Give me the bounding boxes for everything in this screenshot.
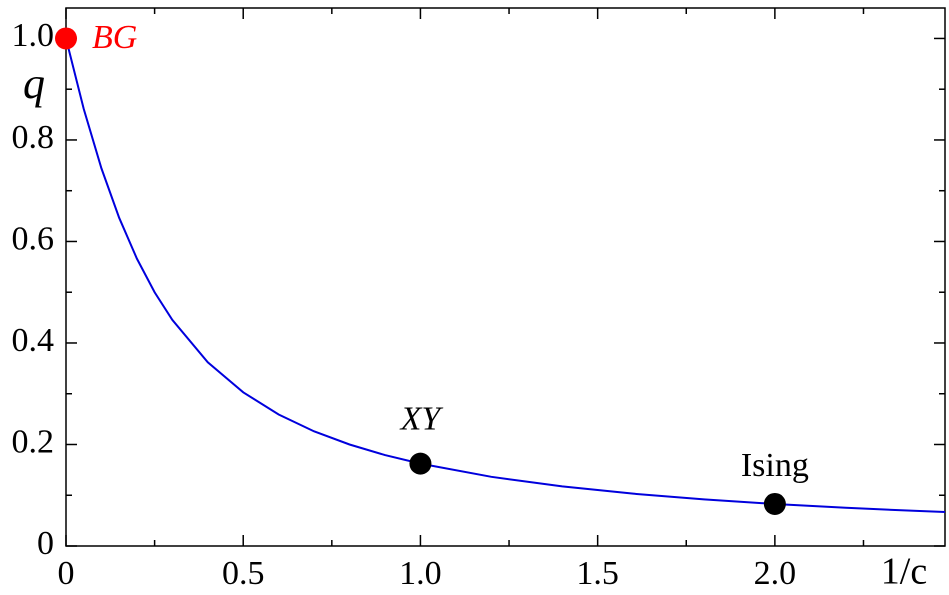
plot-frame <box>65 7 946 547</box>
marker <box>409 452 432 475</box>
point-label: XY <box>399 400 444 437</box>
point-label: Ising <box>741 447 809 484</box>
x-tick-label: 0 <box>58 555 75 592</box>
curve <box>65 38 946 514</box>
x-tick-label: 1.5 <box>576 555 619 592</box>
y-tick-label: 0.2 <box>12 423 55 460</box>
y-tick-label: 1.0 <box>12 17 55 54</box>
x-tick-label: 0.5 <box>222 555 265 592</box>
x-tick-label: 2.0 <box>754 555 797 592</box>
y-tick-label: 0 <box>37 525 54 562</box>
y-tick-label: 0.8 <box>12 119 55 156</box>
marker <box>55 27 77 50</box>
x-axis-label: 1/c <box>881 551 927 593</box>
x-tick-label: 1.0 <box>399 555 442 592</box>
y-tick-label: 0.6 <box>12 220 55 257</box>
marker <box>763 492 786 515</box>
y-axis-label: q <box>23 59 45 108</box>
point-label: BG <box>92 19 137 56</box>
y-tick-label: 0.4 <box>12 322 55 359</box>
